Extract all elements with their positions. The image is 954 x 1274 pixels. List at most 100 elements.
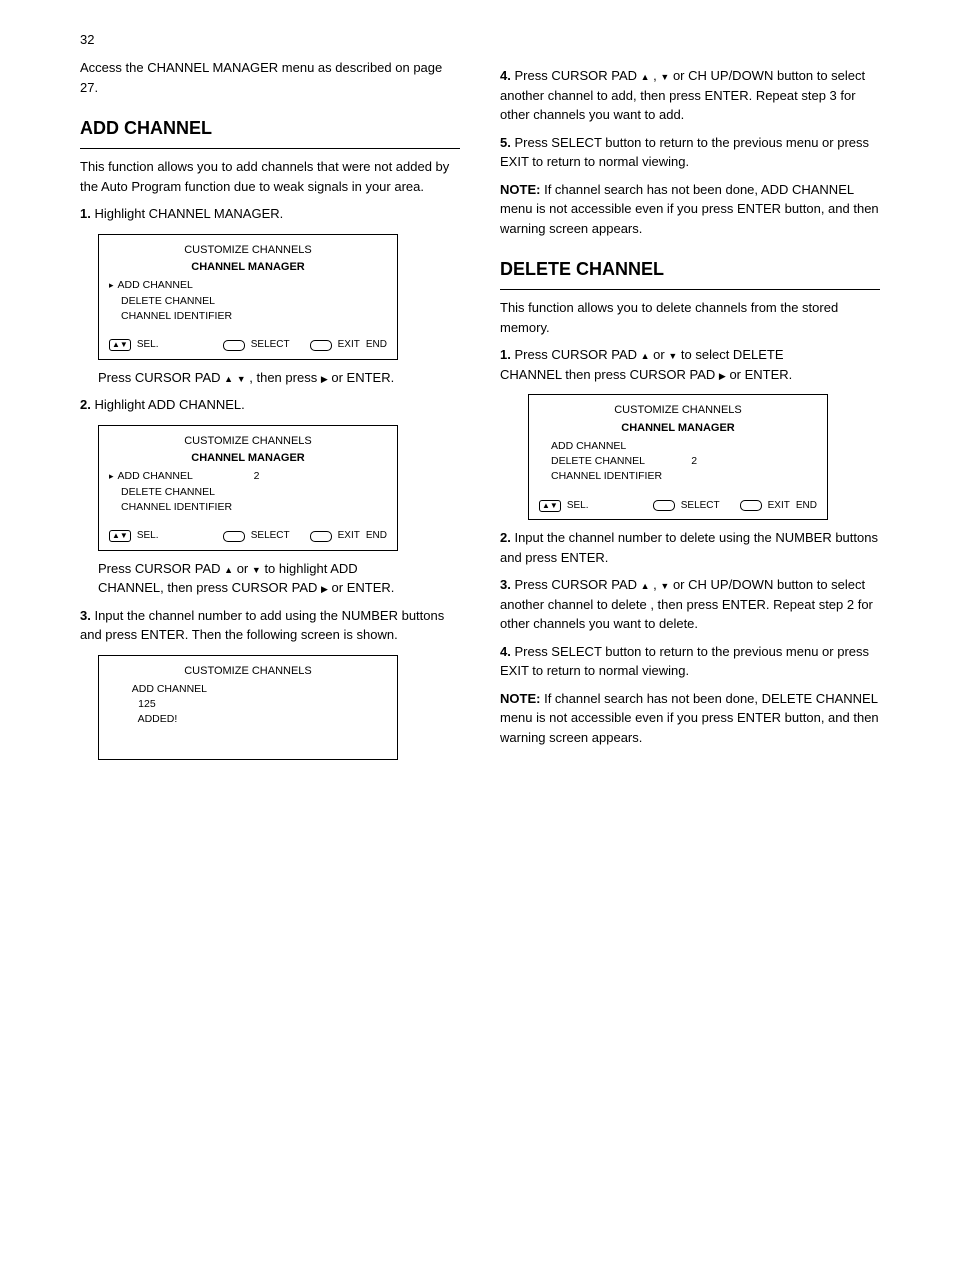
pill-icon bbox=[310, 531, 332, 542]
step-number: 1. bbox=[80, 206, 91, 221]
down-arrow-icon bbox=[660, 577, 669, 592]
t: Press SELECT button to return to the pre… bbox=[500, 644, 869, 679]
section-desc: This function allows you to add channels… bbox=[80, 157, 460, 196]
footer-label: SEL. bbox=[137, 529, 159, 544]
step-2: 2. Highlight ADD CHANNEL. bbox=[80, 395, 460, 415]
osd-footer: ▲▼ SEL. SELECT EXIT END bbox=[109, 529, 387, 544]
note-text: If channel search has not been done, DEL… bbox=[500, 691, 879, 745]
note-label: NOTE: bbox=[500, 182, 540, 197]
updown-icon: ▲▼ bbox=[109, 339, 131, 351]
t: or ENTER. bbox=[332, 580, 395, 595]
osd-footer: ▲▼ SEL. SELECT EXIT END bbox=[539, 499, 817, 514]
t: or ENTER. bbox=[331, 370, 394, 385]
t: or ENTER. bbox=[729, 367, 792, 382]
osd-title: CUSTOMIZE CHANNELS bbox=[109, 243, 387, 259]
osd-subtitle: CHANNEL MANAGER bbox=[539, 421, 817, 437]
t: Press bbox=[514, 577, 547, 592]
step-1b: 1. Press CURSOR PAD or to select DELETE … bbox=[500, 345, 880, 384]
osd-row: DELETE CHANNEL bbox=[109, 485, 387, 500]
step-number: 3. bbox=[80, 608, 91, 623]
up-arrow-icon bbox=[641, 347, 650, 362]
t: Press bbox=[514, 68, 547, 83]
section-title-delete-channel: DELETE CHANNEL bbox=[500, 256, 880, 283]
osd-row: ADD CHANNEL bbox=[539, 439, 817, 454]
down-arrow-icon bbox=[668, 347, 677, 362]
osd-title: CUSTOMIZE CHANNELS bbox=[539, 403, 817, 419]
t: Press bbox=[98, 370, 131, 385]
footer-key: SELECT bbox=[251, 529, 290, 544]
right-arrow-icon bbox=[321, 370, 328, 385]
right-arrow-icon bbox=[719, 367, 726, 382]
step-2-instr: Press CURSOR PAD or to highlight ADD CHA… bbox=[80, 559, 460, 598]
t: to select DELETE bbox=[681, 347, 784, 362]
osd-footer: ▲▼ SEL. SELECT EXIT END bbox=[109, 338, 387, 353]
section-rule bbox=[80, 148, 460, 149]
step-number: 5. bbox=[500, 135, 511, 150]
pill-icon bbox=[223, 531, 245, 542]
section-desc: This function allows you to delete chann… bbox=[500, 298, 880, 337]
step-text: Highlight CHANNEL MANAGER. bbox=[94, 206, 283, 221]
intro-text: Access the CHANNEL MANAGER menu as descr… bbox=[80, 58, 460, 97]
section-rule bbox=[500, 289, 880, 290]
t: to highlight ADD bbox=[264, 561, 357, 576]
footer-label: END bbox=[366, 338, 387, 353]
osd-title: CUSTOMIZE CHANNELS bbox=[109, 664, 387, 680]
t: , then press bbox=[249, 370, 317, 385]
section-title-add-channel: ADD CHANNEL bbox=[80, 115, 460, 142]
right-arrow-icon bbox=[321, 580, 328, 595]
osd-row: CHANNEL IDENTIFIER bbox=[109, 500, 387, 515]
osd-screen-3: CUSTOMIZE CHANNELS ADD CHANNEL 125 ADDED… bbox=[98, 655, 398, 761]
step-number: 2. bbox=[500, 530, 511, 545]
footer-key: EXIT bbox=[338, 529, 360, 544]
footer-key: EXIT bbox=[338, 338, 360, 353]
step-1-instr: Press CURSOR PAD , then press or ENTER. bbox=[80, 368, 460, 388]
step-3b: 3. Press CURSOR PAD , or CH UP/DOWN butt… bbox=[500, 575, 880, 634]
osd-subtitle: CHANNEL MANAGER bbox=[109, 260, 387, 276]
osd-row: ADD CHANNEL 2 bbox=[109, 469, 387, 484]
note-label: NOTE: bbox=[500, 691, 540, 706]
step-number: 4. bbox=[500, 644, 511, 659]
osd-row: DELETE CHANNEL bbox=[109, 294, 387, 309]
t: Press bbox=[98, 561, 131, 576]
pill-icon bbox=[740, 500, 762, 511]
page-number: 32 bbox=[80, 32, 94, 47]
footer-label: END bbox=[796, 499, 817, 514]
t: Press bbox=[514, 347, 547, 362]
right-column: 4. Press CURSOR PAD , or CH UP/DOWN butt… bbox=[500, 58, 880, 755]
step-number: 1. bbox=[500, 347, 511, 362]
osd-row: CHANNEL IDENTIFIER bbox=[539, 469, 817, 484]
footer-key: SELECT bbox=[681, 499, 720, 514]
left-column: Access the CHANNEL MANAGER menu as descr… bbox=[80, 58, 460, 766]
osd-row: DELETE CHANNEL 2 bbox=[539, 454, 817, 469]
note: NOTE: If channel search has not been don… bbox=[500, 180, 880, 239]
t: CHANNEL then press bbox=[500, 367, 626, 382]
step-number: 2. bbox=[80, 397, 91, 412]
osd-screen-4: CUSTOMIZE CHANNELS CHANNEL MANAGER ADD C… bbox=[528, 394, 828, 520]
step-1: 1. Highlight CHANNEL MANAGER. bbox=[80, 204, 460, 224]
osd-screen-1: CUSTOMIZE CHANNELS CHANNEL MANAGER ADD C… bbox=[98, 234, 398, 360]
t: Press SELECT button to return to the pre… bbox=[500, 135, 869, 170]
t: or CH UP/DOWN bbox=[673, 68, 773, 83]
osd-row: CHANNEL IDENTIFIER bbox=[109, 309, 387, 324]
down-arrow-icon bbox=[237, 370, 246, 385]
up-arrow-icon bbox=[641, 577, 650, 592]
manual-page: 32 Access the CHANNEL MANAGER menu as de… bbox=[0, 0, 954, 1274]
footer-label: SEL. bbox=[137, 338, 159, 353]
step-4b: 4. Press SELECT button to return to the … bbox=[500, 642, 880, 681]
note-text: If channel search has not been done, ADD… bbox=[500, 182, 879, 236]
osd-row: ADD CHANNEL bbox=[109, 682, 387, 697]
pill-icon bbox=[223, 340, 245, 351]
up-arrow-icon bbox=[224, 370, 233, 385]
osd-title: CUSTOMIZE CHANNELS bbox=[109, 434, 387, 450]
note-2: NOTE: If channel search has not been don… bbox=[500, 689, 880, 748]
step-5: 5. Press SELECT button to return to the … bbox=[500, 133, 880, 172]
step-3: 3. Input the channel number to add using… bbox=[80, 606, 460, 645]
updown-icon: ▲▼ bbox=[539, 500, 561, 512]
up-arrow-icon bbox=[641, 68, 650, 83]
footer-label: END bbox=[366, 529, 387, 544]
osd-screen-2: CUSTOMIZE CHANNELS CHANNEL MANAGER ADD C… bbox=[98, 425, 398, 551]
osd-row: ADDED! bbox=[109, 712, 387, 727]
osd-row: ADD CHANNEL bbox=[109, 278, 387, 293]
osd-row: 125 bbox=[109, 697, 387, 712]
osd-subtitle: CHANNEL MANAGER bbox=[109, 451, 387, 467]
